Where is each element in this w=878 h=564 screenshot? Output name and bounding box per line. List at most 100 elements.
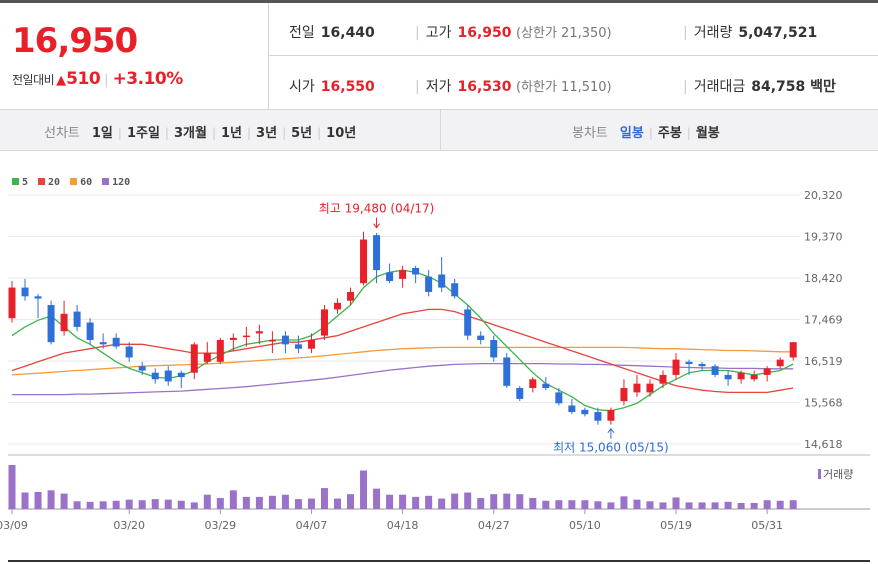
candle-body xyxy=(451,283,459,297)
candle-body xyxy=(438,274,446,288)
volume-bar xyxy=(125,499,133,509)
candle-body xyxy=(672,359,680,375)
x-tick-label: 03/20 xyxy=(113,519,145,532)
period-option[interactable]: 1일 xyxy=(91,126,113,141)
legend-item: 20 xyxy=(38,177,60,188)
volume-bar xyxy=(399,494,407,509)
y-tick-label: 17,469 xyxy=(804,314,843,327)
volume-bar xyxy=(425,495,433,509)
candle-body xyxy=(242,335,250,338)
x-tick-label: 05/19 xyxy=(660,519,692,532)
legend-label: 60 xyxy=(80,177,93,188)
volume-bar xyxy=(776,500,784,509)
candle-body xyxy=(789,342,797,358)
candle-type-option[interactable]: 주봉 xyxy=(657,126,682,141)
candle-selector: 봉차트 일봉 | 주봉 | 월봉 xyxy=(572,126,720,141)
ma120-line xyxy=(12,362,794,396)
legend-swatch xyxy=(102,178,110,185)
candle-body xyxy=(112,337,120,347)
y-tick-label: 15,568 xyxy=(804,397,843,410)
y-tick-label: 18,420 xyxy=(804,272,843,285)
candle-body xyxy=(229,337,237,340)
volume-bar xyxy=(477,498,485,509)
period-option[interactable]: 10년 xyxy=(326,126,357,141)
candle-body xyxy=(125,346,133,358)
period-option[interactable]: 3개월 xyxy=(173,126,207,141)
period-option[interactable]: 1년 xyxy=(220,126,242,141)
upper-limit: (상한가 21,350) xyxy=(515,26,612,41)
candle-body xyxy=(750,374,758,380)
low-annotation: 최저 15,060 (05/15) xyxy=(553,441,669,455)
candle-body xyxy=(529,379,537,389)
volume-bar xyxy=(763,500,771,509)
volume-bar xyxy=(386,494,394,509)
candle-body xyxy=(164,370,172,382)
candle-body xyxy=(607,409,615,421)
high-annotation: 최고 19,480 (04/17) xyxy=(319,202,435,216)
volume-bar xyxy=(73,501,81,509)
candle-body xyxy=(464,309,472,336)
volume-bar xyxy=(307,498,315,509)
volume-bar xyxy=(412,496,420,509)
candle-body xyxy=(281,335,289,345)
candle-body xyxy=(47,305,55,343)
legend-label: 20 xyxy=(48,177,61,188)
legend-item: 120 xyxy=(102,177,130,188)
lower-limit: (하한가 11,510) xyxy=(515,80,612,95)
low-cell: | 저가 16,530 (하한가 11,510) xyxy=(415,79,612,95)
candle-body xyxy=(320,309,328,336)
high-arrow-head-icon xyxy=(373,223,380,229)
candle-body xyxy=(294,344,302,349)
prev-close-label: 전일 xyxy=(289,25,315,41)
volume-bar xyxy=(789,500,797,509)
legend-item: 5 xyxy=(12,177,28,188)
candle-type-option[interactable]: 월봉 xyxy=(695,126,720,141)
high-cell: | 고가 16,950 (상한가 21,350) xyxy=(415,25,612,41)
period-option[interactable]: 5년 xyxy=(291,126,313,141)
candle-body xyxy=(542,383,550,389)
candle-chart-title: 봉차트 xyxy=(572,126,608,141)
period-selector: 선차트 1일 | 1주일 | 3개월 | 1년 | 3년 | 5년 | 10년 xyxy=(44,126,357,141)
candle-body xyxy=(425,276,433,292)
candle-body xyxy=(386,272,394,282)
period-option[interactable]: 1주일 xyxy=(126,126,160,141)
candle-body xyxy=(555,392,563,404)
volume-bar xyxy=(542,500,550,509)
candle-body xyxy=(412,267,420,275)
change-rate: +3.10% xyxy=(112,69,184,89)
volume-bar xyxy=(164,499,172,509)
volume-bar xyxy=(711,502,719,509)
volume-bar xyxy=(242,496,250,509)
x-tick-label: 05/10 xyxy=(569,519,601,532)
candle-body xyxy=(255,331,263,334)
candle-body xyxy=(138,366,146,371)
candle-body xyxy=(620,388,628,402)
volume-bar xyxy=(21,492,29,509)
candle-body xyxy=(60,313,68,332)
volume-legend: 거래량 xyxy=(818,466,853,482)
legend-swatch xyxy=(38,178,46,185)
volume-bar xyxy=(8,465,16,509)
period-option[interactable]: 3년 xyxy=(256,126,278,141)
y-tick-label: 20,320 xyxy=(804,189,843,202)
top-border xyxy=(0,0,878,3)
x-tick-label: 04/27 xyxy=(478,519,510,532)
candle-body xyxy=(581,409,589,415)
low-value: 16,530 xyxy=(457,79,512,95)
candle-body xyxy=(190,344,198,373)
volume-bar xyxy=(47,490,55,509)
quote-panel: 16,950 전일대비 ▲510 | +3.10% 전일 16,440 | 고가 16,95… xyxy=(0,3,878,110)
candle-type-option[interactable]: 일봉 xyxy=(619,126,644,141)
volume-bar xyxy=(750,502,758,509)
candle-body xyxy=(360,239,368,284)
candle-body xyxy=(568,405,576,413)
candle-body xyxy=(724,374,732,380)
candle-body xyxy=(307,339,315,349)
candle-body xyxy=(347,291,355,301)
legend-swatch xyxy=(12,178,19,185)
volume-bar xyxy=(320,488,328,509)
prev-close-value: 16,440 xyxy=(320,25,375,41)
line-chart-title: 선차트 xyxy=(44,126,80,141)
volume-bar xyxy=(438,498,446,509)
volume-bar xyxy=(347,494,355,509)
